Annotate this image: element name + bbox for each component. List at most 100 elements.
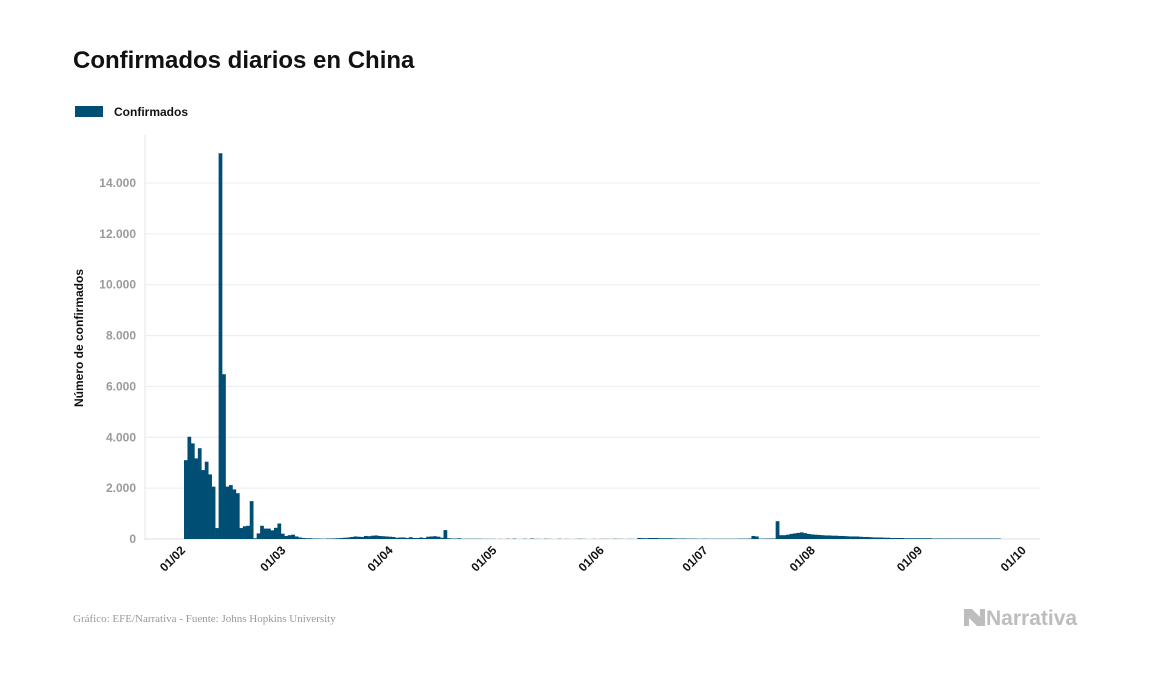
bar: [855, 536, 859, 539]
bar: [201, 470, 206, 539]
bar: [446, 538, 451, 539]
bar: [260, 525, 264, 539]
bar: [377, 535, 382, 539]
bar: [398, 537, 403, 539]
bar: [876, 537, 880, 539]
bar: [900, 537, 904, 539]
bar: [813, 534, 818, 539]
bar: [228, 485, 233, 539]
bar: [969, 538, 974, 539]
bar: [831, 535, 835, 539]
bar: [917, 538, 922, 539]
bar: [765, 538, 770, 539]
x-tick-label: 01/04: [365, 543, 396, 574]
bar: [208, 474, 212, 539]
bar: [889, 537, 894, 539]
bar: [945, 538, 949, 539]
bar: [886, 537, 891, 539]
bar: [997, 538, 1001, 539]
bar: [910, 538, 915, 539]
bar: [329, 538, 334, 539]
bar: [197, 448, 202, 539]
bar: [408, 537, 413, 539]
bar: [315, 538, 320, 539]
bar: [979, 538, 984, 539]
bar: [934, 538, 939, 539]
bar: [429, 536, 434, 539]
bar: [806, 533, 811, 539]
x-tick-label: 01/05: [468, 543, 499, 574]
y-tick-label: 0: [129, 532, 136, 546]
bar: [225, 486, 230, 539]
y-tick-label: 14.000: [99, 176, 136, 190]
bar: [412, 537, 417, 539]
bar: [920, 538, 925, 539]
bar: [239, 528, 244, 539]
bar: [803, 533, 808, 539]
bar: [422, 537, 427, 539]
bar: [779, 535, 783, 539]
legend-label: Confirmados: [114, 105, 188, 119]
bar: [419, 537, 424, 539]
x-tick-label: 01/06: [576, 543, 607, 574]
x-tick-label: 01/10: [998, 543, 1029, 574]
bars: [184, 153, 1001, 539]
bar: [436, 536, 441, 539]
bar: [305, 538, 309, 539]
bar: [786, 534, 790, 539]
bar: [401, 537, 406, 539]
bar: [799, 532, 804, 539]
bar: [927, 538, 932, 539]
bar: [976, 538, 981, 539]
bar: [955, 538, 960, 539]
bar: [671, 538, 676, 539]
bar: [256, 533, 261, 539]
bar: [789, 533, 794, 539]
bar: [751, 535, 756, 539]
bar: [640, 538, 645, 539]
bar: [253, 538, 257, 539]
bar: [384, 536, 389, 539]
bar: [453, 538, 458, 539]
bar: [287, 535, 292, 539]
x-tick-labels: 01/02 01/03 01/04 01/05 01/06 01/07 01/08 01/09…: [157, 543, 1029, 574]
bar: [443, 530, 448, 539]
narrativa-n-icon: [964, 609, 985, 626]
bar: [273, 527, 278, 539]
bar: [332, 538, 337, 539]
bar: [395, 537, 399, 539]
bar: [360, 536, 365, 539]
bar: [896, 537, 901, 539]
bar: [664, 538, 669, 539]
bar: [647, 537, 652, 539]
bar: [284, 535, 289, 539]
bar: [391, 536, 396, 539]
bar: [893, 537, 898, 539]
bar: [325, 538, 330, 539]
narrativa-logo: Narrativa: [964, 607, 1077, 630]
gridlines: [145, 182, 1040, 540]
bar: [190, 443, 195, 539]
bar: [450, 538, 455, 539]
bar: [668, 538, 673, 539]
bar: [184, 460, 188, 539]
bar: [270, 530, 275, 539]
bar: [848, 536, 853, 539]
x-tick-label: 01/09: [894, 543, 925, 574]
bar: [869, 537, 873, 539]
bar: [768, 538, 773, 539]
bar: [215, 528, 219, 539]
bar: [405, 537, 410, 539]
y-tick-label: 10.000: [99, 278, 136, 292]
bar: [834, 535, 839, 539]
bar: [301, 537, 306, 539]
x-tick-label: 01/08: [787, 543, 818, 574]
bar: [675, 538, 680, 539]
bar: [644, 538, 648, 539]
bar: [267, 528, 271, 539]
y-tick-label: 4.000: [106, 430, 136, 444]
bar: [194, 458, 199, 539]
bar: [682, 538, 686, 539]
bar: [879, 537, 884, 539]
